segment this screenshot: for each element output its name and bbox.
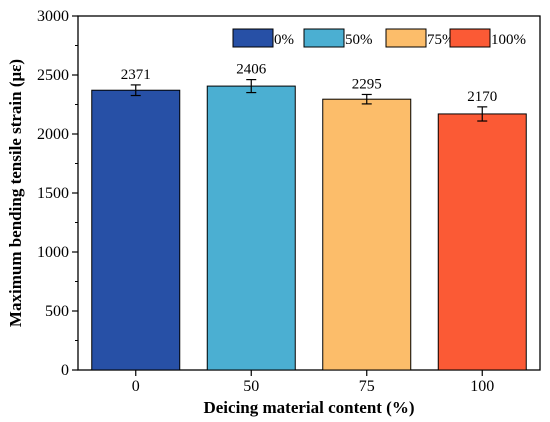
x-tick-label-50: 50: [243, 378, 259, 395]
x-tick-label-75: 75: [359, 378, 375, 395]
bar-0: [91, 89, 181, 371]
legend: 0% 50% 75% 100%: [232, 28, 526, 48]
legend-label-3: 100%: [491, 32, 526, 48]
bar-50: [206, 85, 296, 371]
y-axis-title: Maximum bending tensile strain (με): [6, 59, 25, 327]
legend-label-1: 50%: [345, 32, 373, 48]
legend-swatch-2: [385, 28, 427, 48]
y-tick-label: 1000: [37, 244, 69, 261]
y-axis: 0 500 1000 1500 2000 2500 3000: [37, 8, 78, 379]
legend-swatch-3: [449, 28, 491, 48]
x-axis: 0 50 75 100: [132, 370, 494, 395]
data-label-50: 2406: [236, 62, 267, 78]
x-tick-label-100: 100: [470, 378, 494, 395]
data-label-75: 2295: [352, 76, 382, 92]
legend-label-2: 75%: [427, 32, 455, 48]
y-tick-label: 1500: [37, 185, 69, 202]
bar-100: [437, 113, 527, 371]
bar-75: [322, 98, 412, 371]
legend-swatch-1: [303, 28, 345, 48]
legend-label-0: 0%: [274, 32, 294, 48]
bars: 2371 2406 2295 2170: [91, 62, 527, 371]
y-tick-label: 500: [45, 303, 69, 320]
y-tick-label: 2000: [37, 126, 69, 143]
y-tick-label: 2500: [37, 67, 69, 84]
x-axis-title: Deicing material content (%): [203, 398, 414, 417]
data-label-100: 2170: [467, 89, 497, 105]
x-tick-label-0: 0: [132, 378, 140, 395]
y-tick-label: 3000: [37, 8, 69, 25]
y-tick-label: 0: [61, 362, 69, 379]
data-label-0: 2371: [121, 67, 151, 83]
legend-swatch-0: [232, 28, 274, 48]
